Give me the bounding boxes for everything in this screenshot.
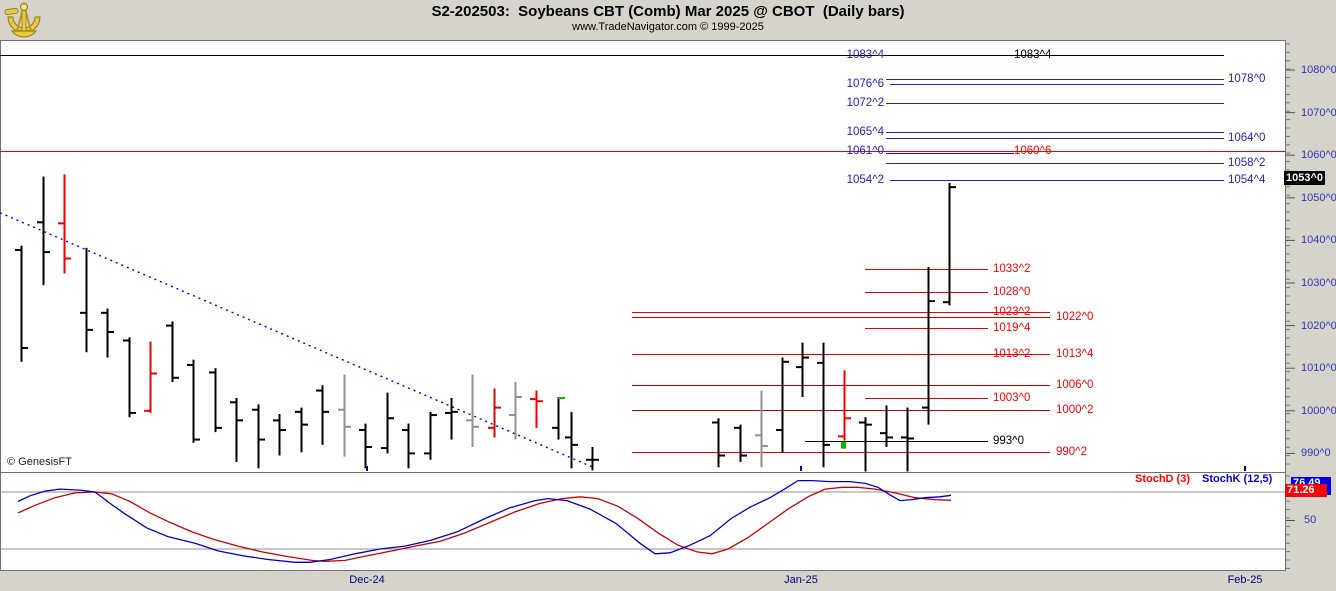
price-level-label: 1060^6 xyxy=(1014,145,1052,157)
price-axis-label: 1020^0 xyxy=(1301,319,1336,332)
price-level-label: 1003^0 xyxy=(993,392,1031,404)
chart-subtitle: www.TradeNavigator.com © 1999-2025 xyxy=(572,21,764,33)
price-level-label: 990^2 xyxy=(1056,446,1087,458)
price-axis-label: 1030^0 xyxy=(1301,277,1336,289)
stochd-legend[interactable]: StochD (3) xyxy=(1135,473,1190,485)
genesisft-logo-icon[interactable] xyxy=(2,1,44,39)
price-axis-label: 1080^0 xyxy=(1301,64,1336,76)
price-axis-label: 1050^0 xyxy=(1301,191,1336,204)
price-level-label: 1064^0 xyxy=(1228,132,1266,144)
stochastic-panel[interactable] xyxy=(0,472,1286,571)
month-axis-label[interactable]: Dec-24 xyxy=(349,574,385,586)
price-axis-label: 1070^0 xyxy=(1301,106,1336,119)
stochk-legend[interactable]: StochK (12,5) xyxy=(1202,473,1273,485)
stoch-mid-tick-label: 50 xyxy=(1304,514,1317,526)
current-price-box: 1053^0 xyxy=(1284,171,1325,185)
price-level-label: 1054^2 xyxy=(846,174,884,186)
price-level-label: 1033^2 xyxy=(993,263,1031,275)
price-level-label: 1058^2 xyxy=(1228,157,1266,169)
price-axis-label: 990^0 xyxy=(1301,447,1331,460)
price-level-label: 1028^0 xyxy=(993,286,1031,298)
price-level-label: 1000^2 xyxy=(1056,404,1094,416)
chart-title: S2-202503: Soybeans CBT (Comb) Mar 2025 … xyxy=(431,3,905,20)
price-level-label: 1083^4 xyxy=(846,49,884,61)
price-axis-label: 1000^0 xyxy=(1301,404,1336,417)
price-level-label: 1022^0 xyxy=(1056,311,1094,323)
chart-header: S2-202503: Soybeans CBT (Comb) Mar 2025 … xyxy=(0,0,1336,40)
month-axis-label[interactable]: Jan-25 xyxy=(784,574,818,586)
price-level-label: 1019^4 xyxy=(993,322,1031,334)
price-level-label: 1072^2 xyxy=(846,97,884,109)
price-axis-label: 1060^0 xyxy=(1301,149,1336,162)
month-axis-label[interactable]: Feb-25 xyxy=(1227,574,1263,586)
price-level-label: 1076^6 xyxy=(846,78,884,90)
price-axis-label: 1010^0 xyxy=(1301,362,1336,375)
price-level-label: 1006^0 xyxy=(1056,379,1094,391)
price-level-label: 1023^2 xyxy=(993,306,1031,318)
price-axis[interactable]: 1080^0 1070^0 1060^0 1050^0 1040^0 1030^0 1020… xyxy=(1284,40,1336,571)
price-level-label: 1083^4 xyxy=(1014,49,1052,61)
price-level-label: 1078^0 xyxy=(1228,73,1266,85)
price-level-label: 1061^0 xyxy=(846,145,884,157)
price-level-label: 1065^4 xyxy=(846,126,884,138)
price-level-label: 1054^4 xyxy=(1228,174,1266,186)
stochd-value-box: 71.26 xyxy=(1285,484,1327,497)
price-level-label: 993^0 xyxy=(993,435,1024,447)
genesisft-watermark: © GenesisFT xyxy=(7,456,72,468)
price-level-label: 1013^4 xyxy=(1056,348,1094,360)
price-axis-label: 1040^0 xyxy=(1301,234,1336,247)
price-level-label: 1013^2 xyxy=(993,348,1031,360)
